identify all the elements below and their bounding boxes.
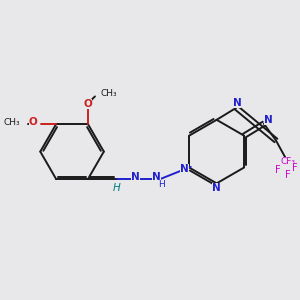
Text: CH₃: CH₃ [4, 118, 20, 127]
Text: CF₃: CF₃ [280, 157, 295, 166]
Text: N: N [180, 164, 189, 174]
Text: N: N [212, 183, 221, 193]
Text: F: F [275, 165, 281, 175]
Text: N: N [264, 116, 273, 125]
Text: N: N [131, 172, 140, 182]
Text: H: H [158, 180, 164, 189]
Text: N: N [232, 98, 241, 108]
Text: O: O [84, 99, 92, 109]
Text: CH₃: CH₃ [100, 89, 117, 98]
Text: N: N [152, 172, 161, 182]
Text: O: O [29, 118, 38, 128]
Text: F: F [285, 170, 290, 180]
Text: F: F [292, 163, 298, 173]
Text: H: H [113, 183, 120, 193]
